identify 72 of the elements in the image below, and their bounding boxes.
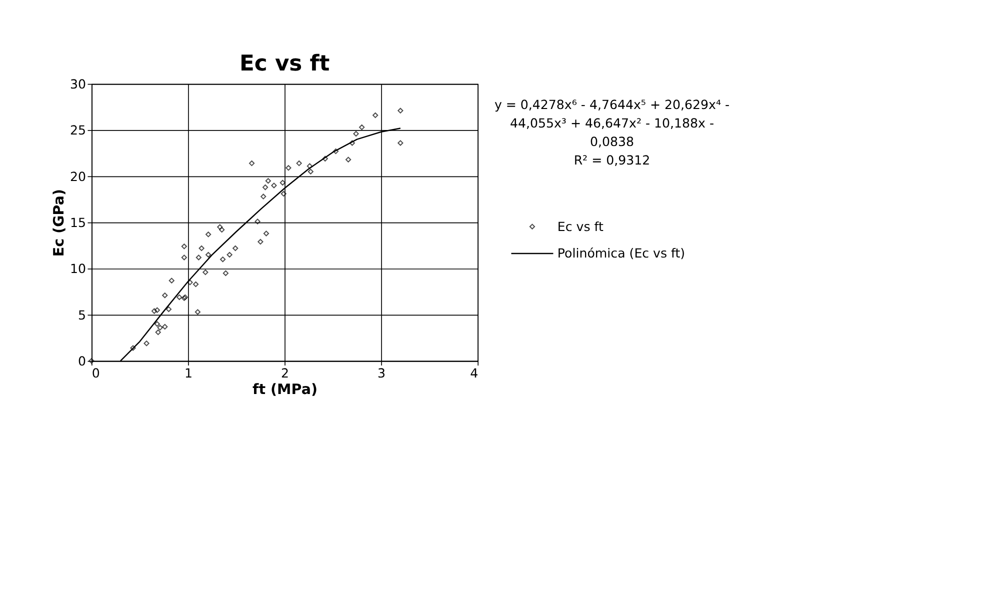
text: y = 0,4278x⁶ - 4,7644x⁵ + 20,629x⁴ - bbox=[494, 97, 730, 112]
point bbox=[280, 180, 286, 186]
point bbox=[130, 345, 136, 351]
point bbox=[254, 218, 260, 224]
point bbox=[271, 182, 277, 188]
point bbox=[202, 269, 208, 276]
y-tick-label: 20 bbox=[70, 168, 86, 184]
point bbox=[346, 156, 352, 162]
point bbox=[154, 307, 160, 313]
point bbox=[332, 148, 339, 154]
legend-label: Polinómica (Ec vs ft) bbox=[557, 246, 686, 261]
point bbox=[168, 278, 174, 284]
point bbox=[217, 224, 223, 230]
y-tick-label: 10 bbox=[70, 261, 86, 276]
point bbox=[192, 281, 199, 288]
y-tick-label: 25 bbox=[70, 122, 86, 138]
point bbox=[286, 165, 292, 171]
y-tick-label: 30 bbox=[70, 76, 86, 92]
point bbox=[258, 238, 264, 245]
point bbox=[232, 245, 238, 252]
point bbox=[194, 309, 201, 315]
point bbox=[306, 163, 312, 169]
x-axis-title: ft (MPa) bbox=[252, 382, 318, 398]
point bbox=[262, 184, 268, 190]
point bbox=[198, 245, 204, 252]
point bbox=[151, 308, 158, 314]
x-tick-label: 2 bbox=[281, 365, 290, 380]
point bbox=[260, 194, 266, 200]
point bbox=[187, 280, 193, 286]
text: 44,055x³ + 46,647x² - 10,188x - bbox=[510, 116, 714, 131]
point bbox=[322, 156, 328, 162]
point bbox=[220, 256, 226, 262]
point bbox=[157, 324, 163, 330]
y-tick-label: 0 bbox=[78, 354, 86, 369]
x-tick-label: 3 bbox=[378, 365, 386, 380]
text: 0,0838 bbox=[590, 134, 634, 150]
point bbox=[176, 294, 182, 300]
point bbox=[219, 226, 225, 233]
point bbox=[398, 140, 404, 146]
point bbox=[206, 252, 212, 258]
x-tick-label: 1 bbox=[184, 365, 192, 380]
point bbox=[359, 124, 365, 130]
point bbox=[372, 112, 378, 118]
point bbox=[248, 160, 255, 166]
x-tick-label: 4 bbox=[470, 365, 478, 380]
chart-title: Ec vs ft bbox=[240, 51, 330, 76]
point bbox=[263, 230, 270, 236]
x-tick-label: 0 bbox=[92, 365, 100, 380]
point bbox=[162, 292, 168, 298]
point bbox=[308, 168, 314, 174]
point bbox=[181, 244, 187, 250]
y-tick-label: 15 bbox=[70, 215, 86, 230]
point bbox=[226, 252, 232, 258]
point bbox=[222, 270, 229, 276]
point bbox=[349, 140, 355, 146]
point bbox=[166, 306, 172, 312]
point bbox=[155, 329, 161, 336]
point bbox=[280, 190, 286, 197]
point bbox=[144, 340, 150, 346]
point bbox=[196, 254, 202, 260]
point bbox=[206, 232, 212, 238]
point bbox=[265, 178, 271, 184]
point bbox=[296, 160, 302, 166]
legend-label: Ec vs ft bbox=[557, 218, 604, 234]
y-tick-label: 5 bbox=[78, 307, 86, 322]
point bbox=[353, 130, 359, 137]
text: R² = 0,9312 bbox=[574, 152, 650, 168]
point bbox=[154, 321, 160, 327]
point bbox=[162, 324, 168, 330]
point bbox=[181, 254, 187, 260]
point bbox=[398, 108, 404, 114]
y-axis-title: Ec (GPa) bbox=[51, 189, 68, 257]
